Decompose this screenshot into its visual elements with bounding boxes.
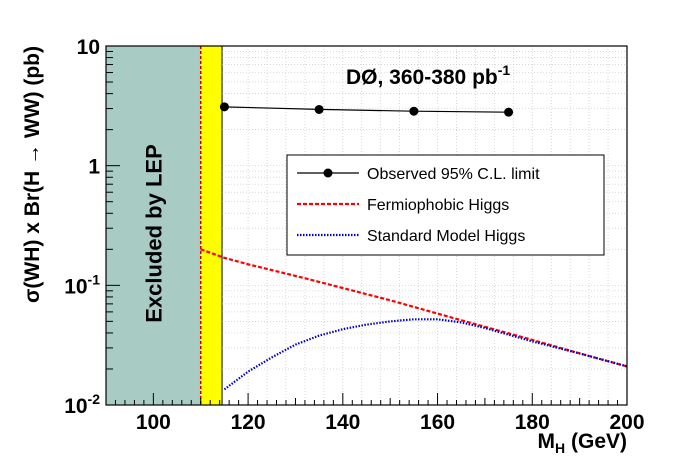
legend-label: Fermiophobic Higgs [367,197,509,214]
x-tick-label: 140 [325,411,360,434]
data-point-observed [314,104,324,114]
title-main: DØ, 360-380 pb [346,66,498,89]
y-tick-label: 1 [88,156,100,179]
title-exponent: -1 [498,62,511,78]
legend-items: Observed 95% C.L. limit Fermiophobic Higg… [297,166,540,245]
chart-title: DØ, 360-380 pb-1 [346,62,510,89]
exclusion-band [200,46,223,405]
x-axis-label-subscript: H [555,440,565,456]
y-tick-label: 10 [77,36,100,59]
y-tick-base: 10 [64,275,87,298]
background-layer [106,46,223,405]
x-tick-label: 120 [231,411,266,434]
data-point-observed [504,107,514,117]
plot-frame [105,45,628,406]
x-tick-label: 160 [420,411,455,434]
x-tick-label: 180 [515,411,550,434]
legend-marker [323,168,333,178]
legend-label: Observed 95% C.L. limit [367,166,540,183]
excluded-region [106,46,201,405]
series-layer [200,102,628,391]
y-axis-label: σ(WH) x Br(H → WW) (pb) [21,46,44,303]
excluded-region-label: Excluded by LEP [141,144,166,323]
series-line-standard-model-higgs [223,318,628,391]
y-tick-exponent: -2 [88,391,101,407]
x-axis-label-main: M [538,430,556,453]
data-point-observed [409,106,419,116]
legend-label: Standard Model Higgs [367,228,525,245]
legend: Observed 95% C.L. limit Fermiophobic Higg… [286,154,605,256]
x-tick-label: 100 [136,411,171,434]
x-axis-label: MH (GeV) [538,430,627,456]
y-tick-label: 10-2 [64,391,100,418]
series-line-fermiophobic-higgs [200,248,628,368]
y-tick-base: 10 [77,36,100,59]
y-tick-base: 10 [64,395,87,418]
series-line-observed-95-c-l-limit [224,106,509,113]
data-point-observed [219,102,229,112]
y-tick-base: 1 [88,156,100,179]
x-tick-label: 200 [609,411,644,434]
y-tick-exponent: -1 [88,271,101,287]
y-tick-label: 10-1 [64,271,100,298]
x-axis-label-unit: (GeV) [565,430,627,453]
